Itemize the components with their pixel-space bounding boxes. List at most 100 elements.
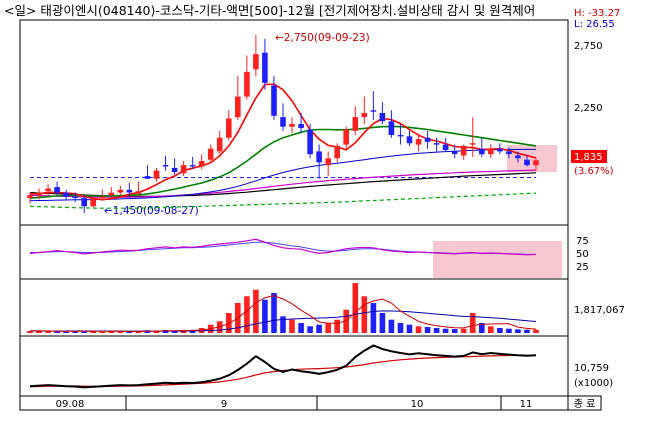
- obv-unit: (x1000): [574, 378, 613, 389]
- volume-bar: [90, 331, 96, 333]
- price-tick-2250: 2,250: [574, 103, 603, 114]
- footer-box: [567, 395, 602, 411]
- volume-bar: [63, 331, 69, 333]
- candle-body: [397, 135, 404, 137]
- candle-body: [325, 158, 331, 166]
- volume-bar: [271, 293, 277, 333]
- ma20-line: [29, 125, 537, 199]
- band-lower-line: [29, 192, 537, 209]
- current-price-label: 1,835: [574, 152, 603, 163]
- rsi-tick-75: 75: [576, 236, 589, 247]
- candle-body: [307, 129, 313, 155]
- candle-body: [451, 151, 458, 155]
- candle-body: [235, 96, 241, 118]
- candle-body: [117, 189, 124, 193]
- x-label-0908: 09.08: [56, 399, 85, 410]
- volume-bar: [406, 324, 413, 333]
- candle-body: [298, 124, 304, 129]
- volume-bar: [180, 330, 187, 333]
- candle-body: [352, 117, 359, 131]
- volume-series: [27, 283, 539, 333]
- candle-body: [506, 151, 512, 155]
- volume-bar: [99, 331, 106, 333]
- candle-body: [226, 118, 232, 138]
- volume-bar: [506, 328, 512, 333]
- candle-body: [108, 192, 115, 196]
- volume-bar: [126, 331, 133, 333]
- candle-body: [370, 110, 377, 112]
- rsi-highlight-box: [433, 241, 562, 278]
- candle-body: [424, 137, 431, 142]
- volume-bar: [289, 319, 295, 333]
- volume-bar: [27, 331, 33, 333]
- volume-bar: [397, 323, 404, 333]
- candle-body: [216, 137, 223, 152]
- candle-body: [135, 191, 142, 194]
- volume-bar: [424, 327, 431, 333]
- volume-bar: [415, 326, 422, 333]
- candle-body: [99, 196, 106, 199]
- x-label-10: 10: [411, 399, 424, 410]
- candle-body: [442, 144, 449, 151]
- candle-body: [253, 54, 259, 70]
- volume-bar: [253, 289, 259, 333]
- volume-bar: [81, 330, 87, 333]
- volume-bar: [262, 299, 268, 333]
- candle-body: [460, 145, 467, 156]
- candle-body: [162, 165, 169, 167]
- volume-bar: [488, 326, 494, 333]
- volume-bar: [442, 328, 449, 333]
- candle-body: [144, 176, 151, 179]
- annotation-high: ←2,750(09-09-23): [275, 32, 370, 44]
- obv-tick: 10,759: [574, 363, 609, 374]
- rsi-tick-50: 50: [576, 249, 589, 260]
- candle-body: [406, 136, 413, 144]
- volume-bar: [45, 331, 51, 333]
- candle-body: [334, 145, 340, 159]
- volume-bar: [280, 316, 286, 333]
- candle-body: [388, 121, 395, 135]
- candle-body: [280, 117, 286, 127]
- candle-body: [63, 192, 69, 197]
- volume-ma5-line: [29, 295, 537, 333]
- candle-body: [45, 188, 51, 192]
- candle-body: [198, 161, 205, 167]
- candle-body: [524, 159, 530, 166]
- volume-bar: [316, 324, 322, 333]
- volume-bar: [153, 331, 160, 333]
- candle-body: [361, 113, 368, 118]
- volume-bar: [334, 319, 340, 333]
- volume-bar: [515, 329, 521, 333]
- volume-bar: [352, 283, 359, 333]
- annotation-low: ←1,450(09-08-27): [104, 205, 199, 217]
- x-label-11: 11: [520, 399, 533, 410]
- candle-body: [171, 167, 178, 172]
- candle-body: [27, 195, 33, 198]
- volume-bar: [72, 331, 78, 333]
- candle-body: [379, 113, 386, 122]
- volume-bar: [379, 313, 386, 333]
- volume-bar: [244, 296, 250, 333]
- candle-body: [72, 196, 78, 199]
- obv-line: [29, 344, 537, 389]
- volume-bar: [189, 330, 196, 333]
- volume-bar: [135, 331, 142, 333]
- volume-bar: [361, 296, 368, 333]
- ma60-line: [29, 148, 536, 202]
- candle-body: [415, 139, 422, 145]
- price-tick-2750: 2,750: [574, 41, 603, 52]
- candle-body: [126, 189, 133, 193]
- obv-series: [29, 344, 537, 389]
- volume-bar: [307, 326, 313, 333]
- candle-body: [180, 165, 187, 174]
- change-pct-label: (3.67%): [574, 166, 614, 177]
- low-change-label: L: 26.55: [574, 19, 615, 30]
- current-price-tag: [571, 150, 607, 163]
- volume-bar: [36, 331, 42, 333]
- volume-bar: [388, 319, 395, 333]
- volume-bar: [343, 309, 349, 333]
- candle-body: [90, 199, 96, 207]
- candle-body: [244, 71, 250, 97]
- ma120-line: [29, 169, 537, 198]
